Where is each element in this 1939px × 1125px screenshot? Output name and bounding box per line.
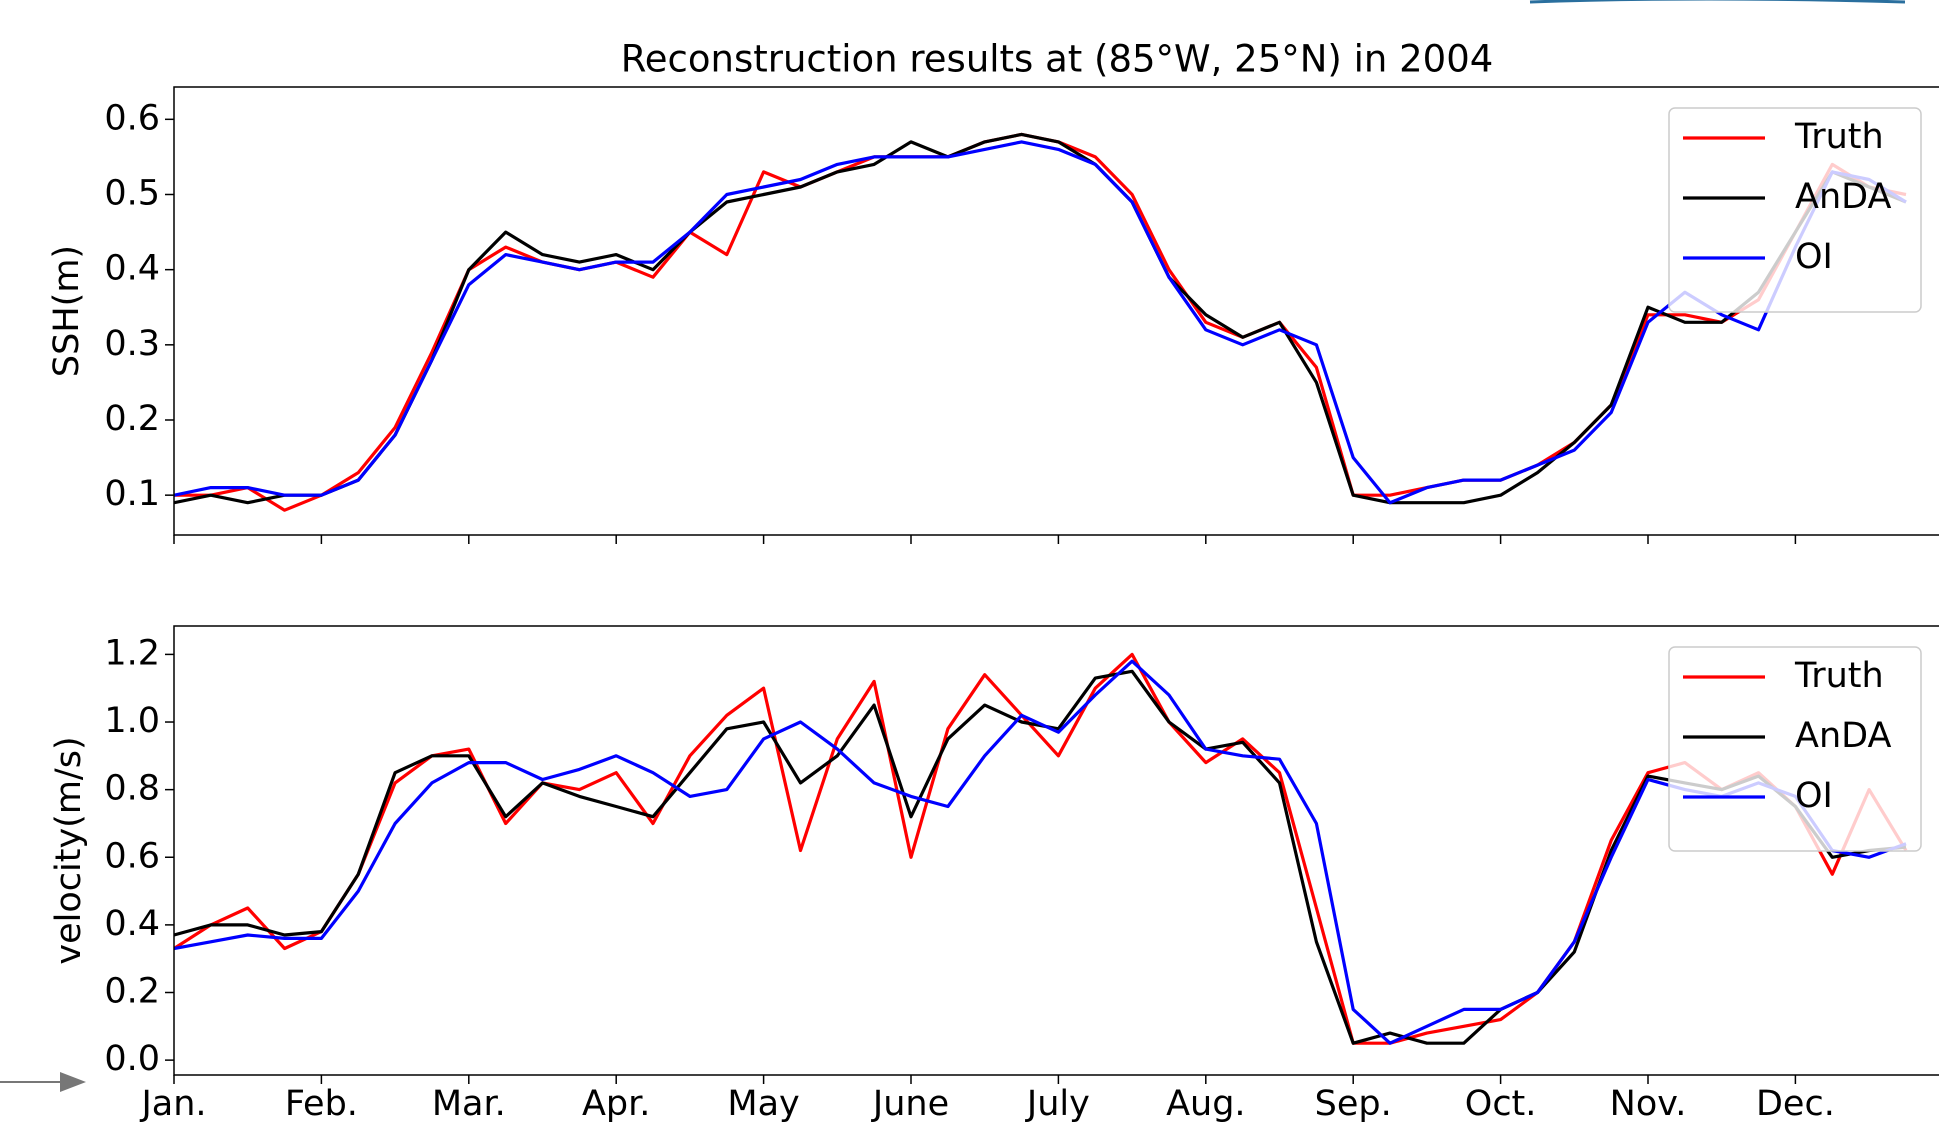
legend-box: [1668, 107, 1922, 313]
x-tick-label: July: [1025, 1084, 1090, 1124]
decoration-arc: [1529, 0, 1906, 4]
legend-label: AnDA: [1795, 716, 1891, 756]
y-tick-label: 0.0: [104, 1039, 160, 1079]
legend-label: Truth: [1794, 656, 1884, 696]
series-line: [174, 132, 1907, 512]
x-tick-label: Apr.: [582, 1084, 650, 1124]
x-tick-label: Nov.: [1610, 1084, 1687, 1124]
series-line: [174, 669, 1907, 1045]
plot-lines: [174, 132, 1907, 512]
y-tick-label: 0.5: [104, 173, 160, 213]
x-tick-label: Feb.: [285, 1084, 358, 1124]
x-tick-label: Dec.: [1756, 1084, 1835, 1124]
y-axis-label: SSH(m): [47, 245, 87, 377]
x-tick-label: Aug.: [1166, 1084, 1245, 1124]
y-tick-label: 0.1: [104, 474, 160, 514]
y-tick-label: 0.2: [104, 399, 160, 439]
x-tick-label: Mar.: [432, 1084, 506, 1124]
series-line: [174, 652, 1908, 1045]
legend-label: AnDA: [1795, 177, 1891, 217]
y-axis-label: velocity(m/s): [49, 736, 89, 964]
y-tick-label: 0.3: [104, 324, 160, 364]
legend-box: [1668, 646, 1922, 852]
y-tick-label: 0.8: [104, 769, 160, 809]
x-tick-label: Oct.: [1465, 1084, 1537, 1124]
plot-frame: [173, 86, 1939, 536]
legend-label: OI: [1795, 776, 1833, 816]
y-tick-label: 0.6: [104, 98, 160, 138]
legend-label: OI: [1795, 237, 1833, 277]
x-tick-label: June: [871, 1084, 949, 1124]
plot-lines: [174, 652, 1908, 1045]
y-tick-label: 0.4: [104, 904, 160, 944]
y-tick-label: 0.4: [104, 249, 160, 289]
chart-title: Reconstruction results at (85°W, 25°N) i…: [621, 38, 1494, 81]
series-line: [174, 659, 1907, 1045]
y-tick-label: 1.0: [104, 701, 160, 741]
legend-label: Truth: [1794, 117, 1884, 157]
series-line: [174, 132, 1907, 505]
x-tick-label: Sep.: [1315, 1084, 1392, 1124]
y-tick-label: 0.2: [104, 972, 160, 1012]
x-tick-label: May: [727, 1084, 799, 1124]
series-line: [174, 140, 1907, 505]
y-tick-label: 1.2: [104, 633, 160, 673]
x-tick-label: Jan.: [139, 1084, 206, 1124]
y-tick-label: 0.6: [104, 836, 160, 876]
plot-frame: [173, 625, 1939, 1076]
decoration-arrowhead: [60, 1072, 86, 1092]
